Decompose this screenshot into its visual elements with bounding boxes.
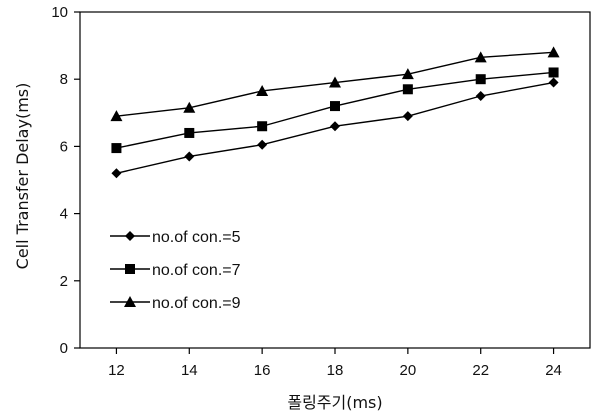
x-tick-label: 12 — [108, 362, 125, 379]
x-tick-label: 16 — [254, 362, 271, 379]
x-tick-label: 18 — [327, 362, 344, 379]
data-point — [548, 77, 559, 88]
y-tick-label: 6 — [60, 138, 68, 155]
x-tick-label: 24 — [545, 362, 562, 379]
y-axis-title: Cell Transfer Delay(ms) — [13, 83, 32, 270]
data-point — [548, 67, 559, 78]
y-tick-label: 0 — [60, 340, 68, 357]
y-tick-label: 10 — [51, 4, 68, 21]
x-tick-label: 22 — [472, 362, 489, 379]
data-point — [183, 101, 196, 113]
data-point — [111, 168, 122, 179]
data-point — [402, 111, 413, 122]
series-layer — [110, 46, 560, 179]
data-point — [330, 101, 340, 112]
y-tick-label: 2 — [60, 273, 68, 290]
data-point — [184, 127, 195, 138]
data-point — [257, 121, 268, 132]
data-point — [547, 46, 560, 58]
legend-label: no.of con.=5 — [152, 229, 241, 246]
series-square — [111, 67, 559, 154]
legend-marker — [125, 264, 135, 274]
data-point — [184, 151, 195, 162]
data-point — [475, 91, 486, 101]
series-diamond — [111, 77, 559, 179]
y-tick-label: 4 — [60, 206, 68, 223]
data-point — [257, 139, 268, 150]
legend-item: no.of con.=5 — [110, 229, 241, 246]
legend: no.of con.=5 no.of con.=7 no.of con.=9 — [110, 229, 241, 312]
data-point — [401, 68, 414, 80]
x-tick-label: 14 — [181, 362, 198, 379]
legend-item: no.of con.=7 — [110, 262, 241, 279]
data-point — [474, 51, 487, 63]
x-axis-title: 폴링주기(ms) — [287, 393, 382, 412]
x-tick-label: 20 — [400, 362, 417, 379]
y-tick-label: 8 — [60, 71, 68, 88]
legend-label: no.of con.=9 — [152, 295, 241, 312]
data-point — [111, 143, 122, 154]
series-triangle — [110, 46, 560, 122]
legend-marker — [124, 296, 136, 307]
data-point — [256, 84, 269, 96]
data-point — [110, 110, 123, 122]
legend-label: no.of con.=7 — [152, 262, 241, 279]
legend-item: no.of con.=9 — [110, 295, 241, 312]
data-point — [402, 84, 413, 95]
data-point — [330, 121, 340, 132]
legend-marker — [125, 231, 135, 241]
data-point — [475, 74, 486, 85]
data-point — [329, 76, 341, 88]
